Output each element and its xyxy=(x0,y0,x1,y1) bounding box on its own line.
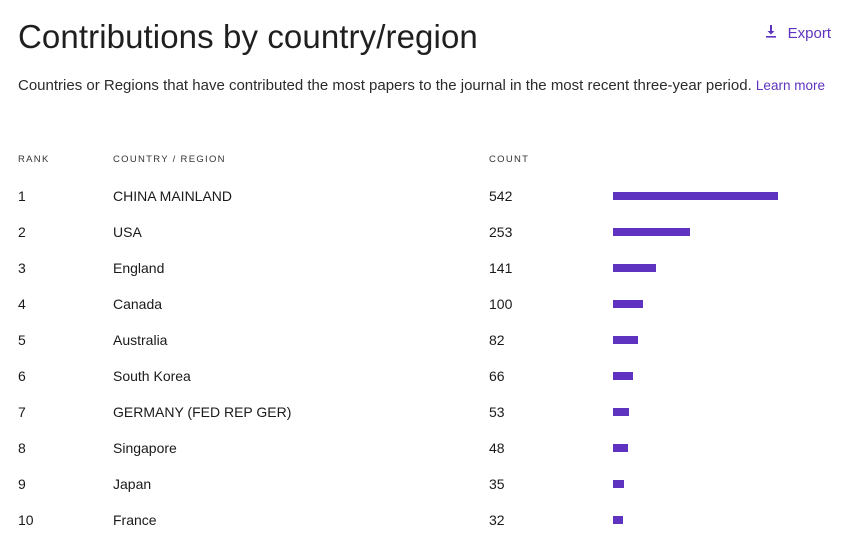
column-header-country: COUNTRY / REGION xyxy=(113,154,226,165)
count-bar xyxy=(613,192,778,200)
page-title: Contributions by country/region xyxy=(18,18,478,55)
rank-cell: 10 xyxy=(18,512,34,528)
rank-cell: 4 xyxy=(18,296,26,312)
count-cell: 53 xyxy=(489,404,505,420)
country-cell: Canada xyxy=(113,296,163,312)
count-bar xyxy=(613,336,638,344)
rank-cell: 8 xyxy=(18,440,26,456)
table-row: 9 Japan 35 xyxy=(0,474,841,510)
table-row: 10 France 32 xyxy=(0,510,841,546)
column-header-count: COUNT xyxy=(489,154,530,165)
rank-cell: 7 xyxy=(18,404,26,420)
download-icon xyxy=(764,24,778,42)
table-row: 3 England 141 xyxy=(0,258,841,294)
table-row: 2 USA 253 xyxy=(0,222,841,258)
country-cell: Japan xyxy=(113,476,152,492)
count-bar xyxy=(613,408,629,416)
country-cell: Australia xyxy=(113,332,168,348)
rank-cell: 5 xyxy=(18,332,26,348)
learn-more-link[interactable]: Learn more xyxy=(755,78,825,93)
count-cell: 35 xyxy=(489,476,505,492)
country-cell: France xyxy=(113,512,157,528)
count-bar xyxy=(613,228,690,236)
count-cell: 82 xyxy=(489,332,505,348)
rank-cell: 9 xyxy=(18,476,26,492)
count-bar xyxy=(613,300,643,308)
country-cell: CHINA MAINLAND xyxy=(113,188,233,204)
table-row: 4 Canada 100 xyxy=(0,294,841,330)
description-text: Countries or Regions that have contribut… xyxy=(18,77,752,94)
description: Countries or Regions that have contribut… xyxy=(18,74,826,98)
table-row: 1 CHINA MAINLAND 542 xyxy=(0,186,841,222)
column-header-rank: RANK xyxy=(18,154,50,165)
country-cell: GERMANY (FED REP GER) xyxy=(113,404,292,420)
count-cell: 542 xyxy=(489,188,513,204)
table-row: 7 GERMANY (FED REP GER) 53 xyxy=(0,402,841,438)
table-row: 5 Australia 82 xyxy=(0,330,841,366)
count-bar xyxy=(613,264,656,272)
count-bar xyxy=(613,444,628,452)
export-label: Export xyxy=(787,24,831,42)
rank-cell: 1 xyxy=(18,188,26,204)
count-cell: 48 xyxy=(489,440,505,456)
count-bar xyxy=(613,372,633,380)
count-cell: 141 xyxy=(489,260,513,276)
country-cell: USA xyxy=(113,224,142,240)
rank-cell: 2 xyxy=(18,224,26,240)
count-cell: 100 xyxy=(489,296,513,312)
country-cell: South Korea xyxy=(113,368,191,384)
count-bar xyxy=(613,516,623,524)
count-cell: 66 xyxy=(489,368,505,384)
table-row: 6 South Korea 66 xyxy=(0,366,841,402)
export-button[interactable]: Export xyxy=(764,24,831,42)
count-cell: 32 xyxy=(489,512,505,528)
count-cell: 253 xyxy=(489,224,513,240)
country-cell: Singapore xyxy=(113,440,177,456)
table-row: 8 Singapore 48 xyxy=(0,438,841,474)
rank-cell: 3 xyxy=(18,260,26,276)
rank-cell: 6 xyxy=(18,368,26,384)
count-bar xyxy=(613,480,624,488)
country-cell: England xyxy=(113,260,165,276)
